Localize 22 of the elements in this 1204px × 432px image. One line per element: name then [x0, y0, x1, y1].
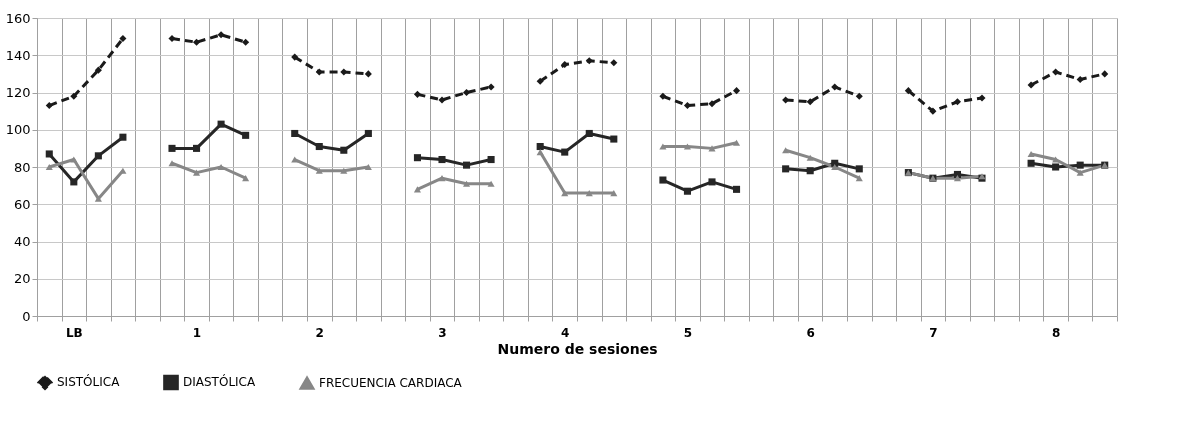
x-tick-label: 7 [929, 325, 938, 340]
y-tick-label: 160 [5, 10, 31, 26]
x-tick-label: 1 [192, 325, 202, 340]
legend-label: FRECUENCIA CARDIACA [319, 375, 463, 390]
x-tick-label: 6 [806, 325, 815, 340]
x-tick-label: 4 [561, 325, 570, 340]
y-tick-label: 20 [13, 271, 31, 287]
y-tick-label: 0 [22, 308, 31, 324]
y-tick-label: 100 [5, 122, 31, 138]
y-tick-label: 140 [5, 47, 31, 63]
y-tick-label: 120 [5, 85, 31, 100]
x-tick-label: 5 [683, 325, 693, 340]
x-tick-label: LB [65, 325, 83, 340]
y-tick-label: 80 [13, 159, 31, 175]
y-tick-label: 60 [13, 196, 31, 212]
legend-label: SISTÓLICA [57, 374, 121, 390]
x-tick-label: 3 [438, 325, 447, 340]
y-tick-label: 40 [13, 234, 31, 249]
legend-label: DIASTÓLICA [183, 374, 256, 390]
x-tick-label: 2 [315, 325, 324, 340]
x-tick-label: 8 [1051, 325, 1061, 340]
x-axis-title: Numero de sesiones [497, 340, 658, 357]
